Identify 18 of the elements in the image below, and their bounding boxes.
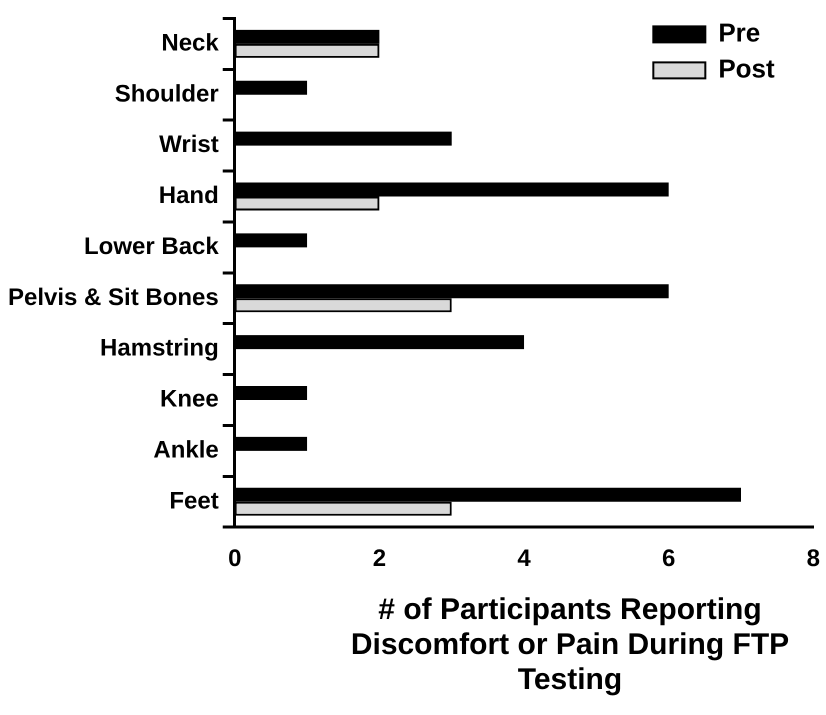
y-tick-label: Hamstring xyxy=(100,334,219,362)
legend-label: Pre xyxy=(718,18,760,48)
y-tick-label: Ankle xyxy=(153,436,219,464)
x-tick-label: 4 xyxy=(517,545,532,572)
y-tick-label: Neck xyxy=(161,29,220,56)
y-tick-label: Pelvis & Sit Bones xyxy=(8,284,219,311)
y-tick-label: Knee xyxy=(160,386,219,413)
x-tick-label: 0 xyxy=(228,545,242,572)
y-tick-label: Lower Back xyxy=(84,232,220,260)
x-axis-title: # of Participants Reporting Discomfort or Pain During FTP Testing xyxy=(350,592,790,697)
y-tick-label: Wrist xyxy=(159,131,219,158)
x-tick-label: 2 xyxy=(372,545,386,572)
x-tick-label: 8 xyxy=(806,545,820,572)
legend-label: Post xyxy=(718,54,776,84)
y-tick-label: Shoulder xyxy=(114,80,219,108)
y-tick-label: Hand xyxy=(158,182,219,210)
x-tick-label: 6 xyxy=(662,545,676,572)
y-tick-label: Feet xyxy=(169,487,219,514)
